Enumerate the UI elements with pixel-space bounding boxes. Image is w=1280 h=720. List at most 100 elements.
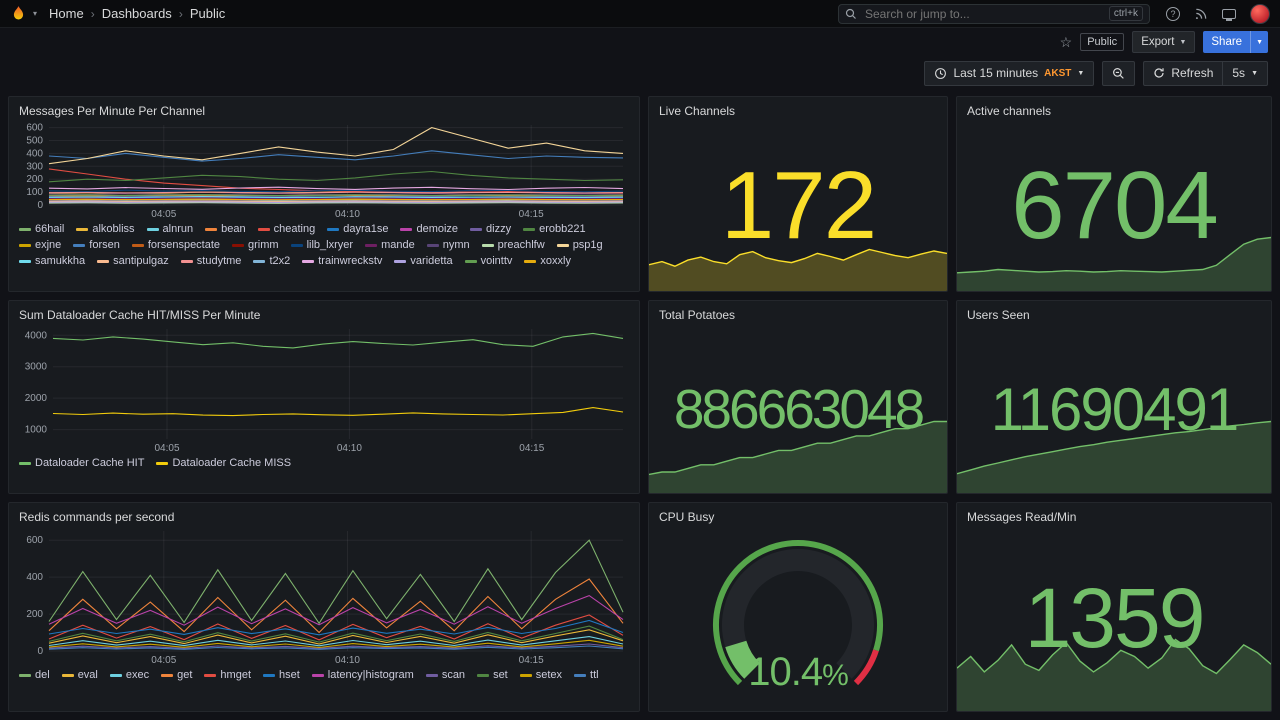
chevron-down-icon: ▼ xyxy=(1077,69,1085,77)
star-icon[interactable]: ☆ xyxy=(1059,33,1073,50)
svg-text:04:05: 04:05 xyxy=(151,209,176,219)
chevron-down-icon: ▼ xyxy=(1179,38,1187,46)
legend-label: hmget xyxy=(220,669,251,681)
gauge-container: 10.4% xyxy=(649,523,947,711)
legend-item[interactable]: trainwreckstv xyxy=(302,255,382,268)
legend-item[interactable]: exec xyxy=(109,669,149,682)
legend-item[interactable]: grimm xyxy=(232,239,279,252)
legend-item[interactable]: dayra1se xyxy=(327,223,388,236)
refresh-icon xyxy=(1154,68,1164,78)
legend-item[interactable]: scan xyxy=(425,669,465,682)
breadcrumb-home[interactable]: Home xyxy=(49,6,84,21)
share-button[interactable]: Share xyxy=(1203,31,1251,53)
shortcut-badge: ctrl+k xyxy=(1108,6,1143,21)
series-color-swatch xyxy=(76,228,89,231)
avatar[interactable] xyxy=(1250,3,1270,24)
series-color-swatch xyxy=(131,244,144,247)
legend-item[interactable]: studytme xyxy=(180,255,241,268)
legend-item[interactable]: forsenspectate xyxy=(131,239,220,252)
series-color-swatch xyxy=(426,244,439,247)
legend-item[interactable]: mande xyxy=(365,239,415,252)
search-box[interactable]: ctrl+k xyxy=(838,3,1150,24)
series-color-swatch xyxy=(302,260,315,263)
legend-item[interactable]: dizzy xyxy=(470,223,511,236)
refresh-interval-dropdown[interactable]: 5s ▼ xyxy=(1222,60,1268,86)
legend-item[interactable]: hset xyxy=(263,669,300,682)
legend-label: preachlfw xyxy=(497,239,545,251)
time-range-label: Last 15 minutes xyxy=(953,66,1039,80)
legend-item[interactable]: setex xyxy=(519,669,562,682)
svg-text:400: 400 xyxy=(26,572,43,583)
rss-button[interactable] xyxy=(1194,7,1208,21)
legend-item[interactable]: hmget xyxy=(204,669,251,682)
panel-title: Users Seen xyxy=(967,308,1030,322)
series-color-swatch xyxy=(156,462,169,465)
legend-item[interactable]: alnrun xyxy=(146,223,193,236)
series-color-swatch xyxy=(97,260,110,263)
export-label: Export xyxy=(1141,36,1175,48)
dashboard-tag[interactable]: Public xyxy=(1080,33,1125,51)
legend-item[interactable]: erobb221 xyxy=(523,223,586,236)
svg-text:1000: 1000 xyxy=(25,425,48,436)
legend-label: latency|histogram xyxy=(327,669,414,681)
grafana-logo[interactable] xyxy=(10,5,27,22)
panel-title: Total Potatoes xyxy=(659,308,736,322)
panel-title: Messages Read/Min xyxy=(967,510,1077,524)
svg-text:0: 0 xyxy=(37,200,43,211)
legend-item[interactable]: get xyxy=(161,669,192,682)
legend-item[interactable]: nymn xyxy=(426,239,470,252)
legend-item[interactable]: t2x2 xyxy=(253,255,290,268)
interval-label: 5s xyxy=(1232,66,1246,80)
time-controls: Last 15 minutes AKST ▼ Refresh 5s ▼ xyxy=(0,56,1280,90)
series-color-swatch xyxy=(519,674,532,677)
timezone-label: AKST xyxy=(1044,67,1072,79)
share-dropdown-button[interactable]: ▼ xyxy=(1250,31,1268,53)
gauge-number: 10.4 xyxy=(748,650,823,694)
timeseries-chart[interactable]: 0 100 200 300 400 500 600 04:05 04:10 04:15 xyxy=(19,119,629,220)
legend-item[interactable]: ttl xyxy=(574,669,599,682)
breadcrumb-public[interactable]: Public xyxy=(189,6,226,21)
zoom-out-button[interactable] xyxy=(1102,60,1136,86)
legend-item[interactable]: alkobliss xyxy=(76,223,135,236)
svg-text:04:10: 04:10 xyxy=(335,209,360,219)
series-color-swatch xyxy=(470,228,483,231)
chevron-down-icon[interactable]: ▾ xyxy=(33,9,38,18)
panel-total-potatoes: Total Potatoes 886663048 xyxy=(648,300,948,494)
legend-item[interactable]: set xyxy=(477,669,508,682)
legend-item[interactable]: varidetta xyxy=(394,255,453,268)
panel-active-channels: Active channels 6704 xyxy=(956,96,1272,292)
help-button[interactable]: ? xyxy=(1166,6,1180,21)
legend-item[interactable]: lilb_lxryer xyxy=(290,239,354,252)
legend-item[interactable]: forsen xyxy=(73,239,120,252)
legend-item[interactable]: Dataloader Cache HIT xyxy=(19,457,144,470)
chevron-down-icon: ▼ xyxy=(1251,69,1258,77)
legend-item[interactable]: eval xyxy=(61,669,98,682)
export-button[interactable]: Export ▼ xyxy=(1132,31,1196,53)
legend-label: lilb_lxryer xyxy=(306,239,354,251)
refresh-button[interactable]: Refresh xyxy=(1143,60,1223,86)
legend-item[interactable]: exjne xyxy=(19,239,61,252)
time-range-picker[interactable]: Last 15 minutes AKST ▼ xyxy=(924,60,1095,86)
monitor-button[interactable] xyxy=(1222,8,1236,21)
legend-item[interactable]: Dataloader Cache MISS xyxy=(156,457,291,470)
legend-item[interactable]: santipulgaz xyxy=(97,255,169,268)
legend-item[interactable]: 66hail xyxy=(19,223,64,236)
breadcrumb-dashboards[interactable]: Dashboards xyxy=(101,6,172,21)
legend-item[interactable]: psp1g xyxy=(556,239,603,252)
legend-item[interactable]: demoize xyxy=(400,223,458,236)
timeseries-chart[interactable]: 1000 2000 3000 4000 04:05 04:10 04:15 xyxy=(19,323,629,454)
legend-item[interactable]: cheating xyxy=(257,223,315,236)
search-icon xyxy=(845,8,856,19)
legend-item[interactable]: del xyxy=(19,669,50,682)
legend-item[interactable]: vointtv xyxy=(464,255,512,268)
legend-item[interactable]: latency|histogram xyxy=(311,669,414,682)
search-input[interactable] xyxy=(863,5,1103,22)
legend-item[interactable]: xoxxly xyxy=(524,255,571,268)
legend-label: varidetta xyxy=(410,255,453,267)
chart-legend: 66hail alkobliss alnrun bean cheating dayra1s… xyxy=(19,223,629,268)
legend-item[interactable]: preachlfw xyxy=(481,239,545,252)
legend-item[interactable]: bean xyxy=(205,223,246,236)
timeseries-chart[interactable]: 0 200 400 600 04:05 04:10 04:15 xyxy=(19,525,629,666)
legend-label: Dataloader Cache HIT xyxy=(35,457,145,469)
legend-item[interactable]: samukkha xyxy=(19,255,85,268)
